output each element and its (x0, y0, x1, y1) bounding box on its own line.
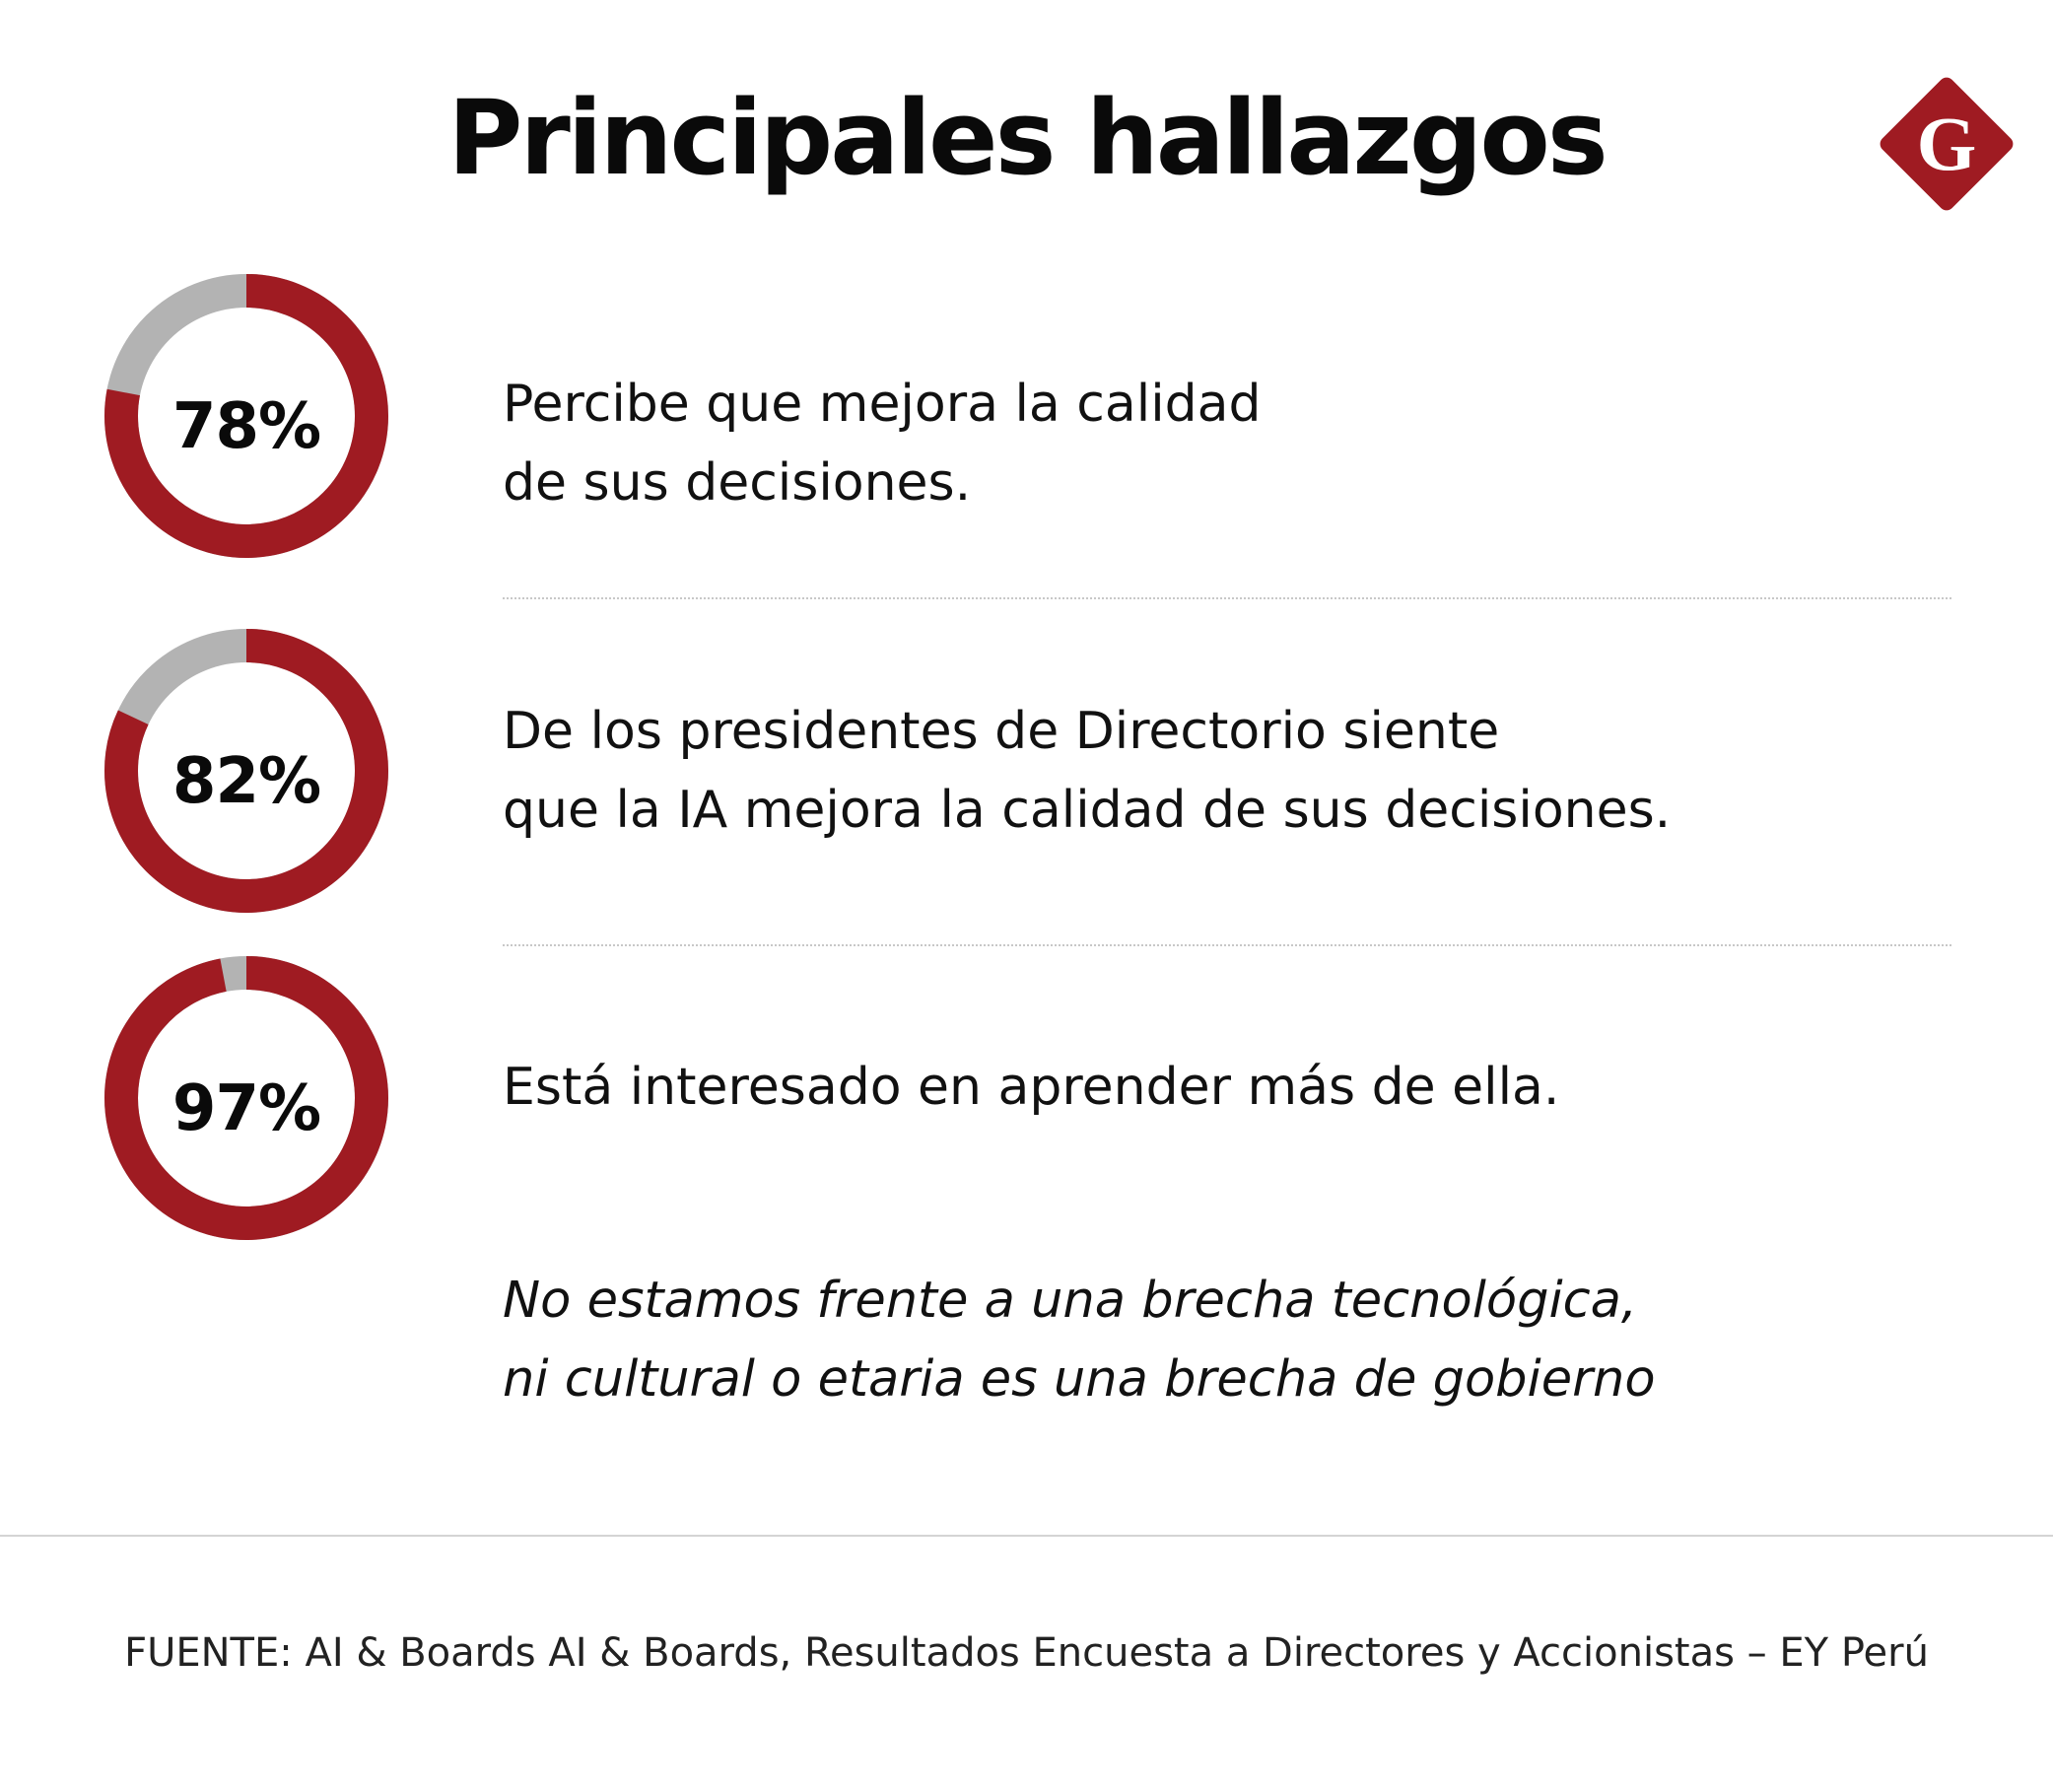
description-line: que la IA mejora la calidad de sus decis… (503, 781, 1672, 840)
footer-divider (0, 1535, 2053, 1537)
finding-description-3: Está interesado en aprender más de ella. (503, 1048, 1981, 1127)
description-line: de sus decisiones. (503, 453, 972, 513)
donut-percent-label: 82% (171, 745, 321, 818)
logo-diamond (1880, 77, 2014, 211)
source-note: FUENTE: AI & Boards AI & Boards, Resulta… (124, 1630, 1929, 1676)
pull-quote: No estamos frente a una brecha tecnológi… (503, 1262, 1981, 1419)
donut-chart-2 (104, 629, 388, 913)
donut-percent-label: 97% (171, 1072, 321, 1145)
finding-description-1: Percibe que mejora la calidad de sus dec… (503, 365, 1981, 522)
diamond-g-logo-icon: G (1880, 77, 2014, 211)
page-title: Principales hallazgos (447, 78, 1608, 198)
description-line: Percibe que mejora la calidad (503, 375, 1262, 434)
quote-line: ni cultural o etaria es una brecha de go… (503, 1350, 1656, 1409)
description-line: Está interesado en aprender más de ella. (503, 1058, 1560, 1117)
donut-value-arc (104, 956, 388, 1240)
donut-percent-label: 78% (171, 390, 321, 463)
donut-chart-1 (104, 274, 388, 558)
donut-value-arc (104, 629, 388, 913)
divider (503, 944, 1951, 946)
logo-letter: G (1917, 101, 1977, 186)
description-line: De los presidentes de Directorio siente (503, 702, 1500, 761)
finding-description-2: De los presidentes de Directorio siente … (503, 692, 1981, 850)
divider (503, 597, 1951, 599)
donut-value-arc (104, 274, 388, 558)
donut-chart-3 (104, 956, 388, 1240)
quote-line: No estamos frente a una brecha tecnológi… (503, 1272, 1638, 1330)
